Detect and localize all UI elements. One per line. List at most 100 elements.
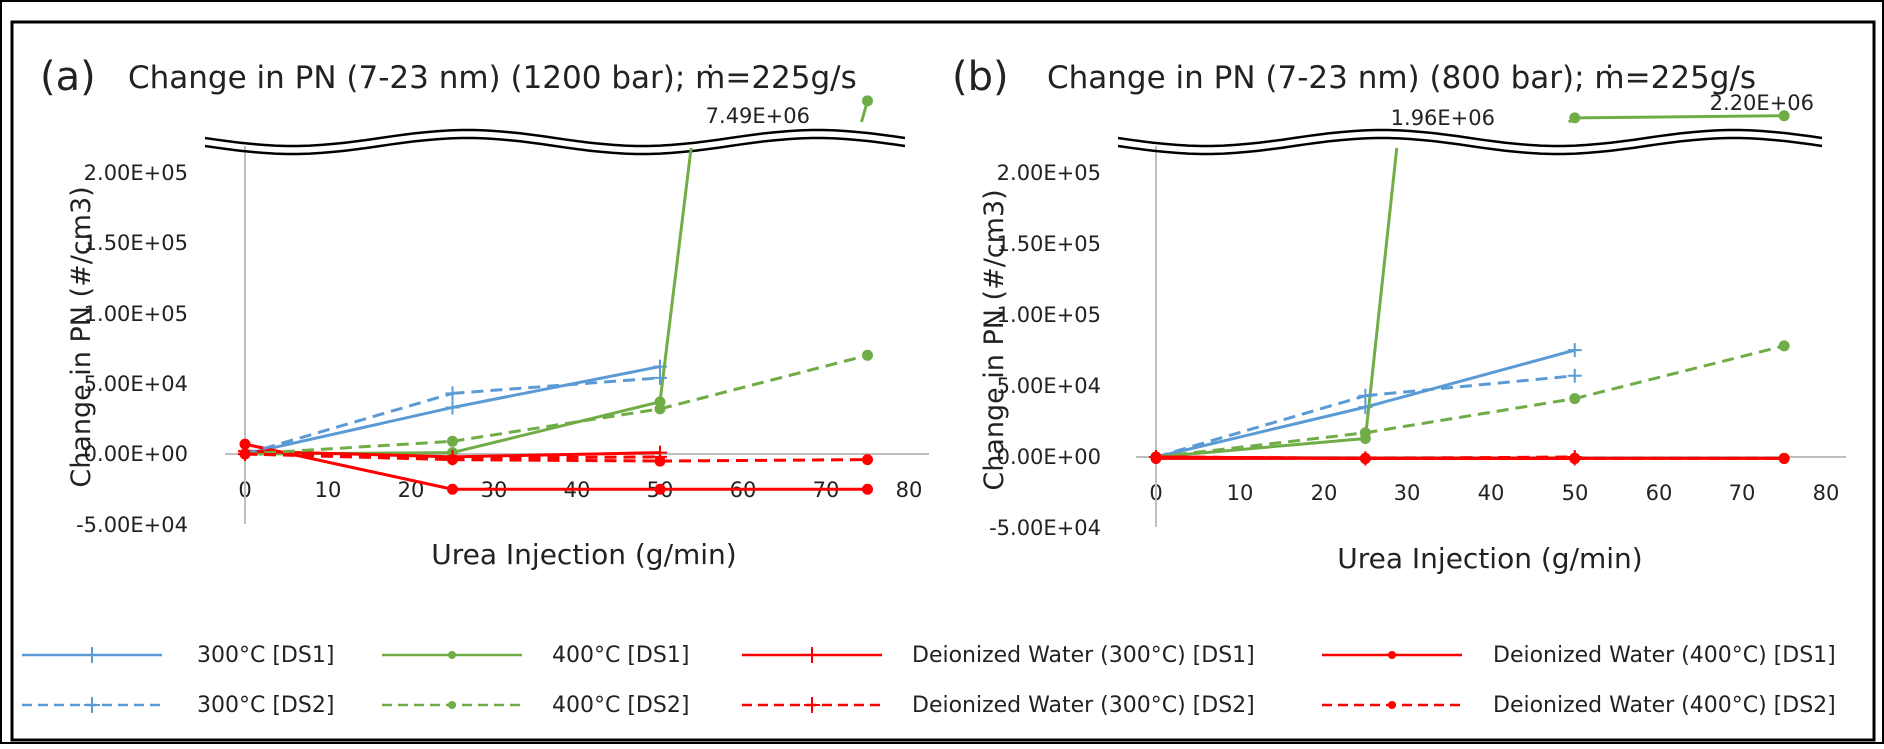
- series-segment: [1155, 436, 1366, 459]
- panel-b: (b) Change in PN (7-23 nm) (800 bar); ṁ=…: [952, 54, 1839, 575]
- panel-b-break-label-2: 2.20E+06: [1710, 91, 1814, 115]
- panel-b-xtick: 60: [1646, 481, 1673, 505]
- legend-label: 400°C [DS1]: [552, 643, 689, 668]
- panel-b-title: Change in PN (7-23 nm) (800 bar); ṁ=225g…: [1047, 60, 1756, 96]
- data-point: [1567, 368, 1582, 383]
- inner-border: [10, 20, 1876, 742]
- data-point: [447, 483, 458, 495]
- panel-a-title: Change in PN (7-23 nm) (1200 bar); ṁ=225…: [128, 60, 857, 96]
- data-point: [1358, 388, 1373, 403]
- series-segment: [452, 455, 661, 460]
- series-segment: [1574, 114, 1785, 120]
- panel-a: (a) Change in PN (7-23 nm) (1200 bar); ṁ…: [40, 54, 922, 571]
- panel-b-ytick: -5.00E+04: [989, 516, 1101, 540]
- series-segment: [659, 458, 868, 463]
- panel-b-xtick: 10: [1227, 481, 1254, 505]
- panel-b-ytick: 0.00E+00: [997, 445, 1101, 469]
- series-segment: [452, 458, 661, 463]
- legend-label: 400°C [DS2]: [552, 693, 689, 718]
- data-point: [1569, 393, 1581, 405]
- series-segment: [244, 452, 453, 462]
- data-point: [1569, 452, 1581, 464]
- series-segment: [1155, 431, 1366, 459]
- legend-swatch-marker: [448, 651, 456, 659]
- series-segment: [244, 439, 453, 456]
- legend-swatch-marker: [84, 697, 100, 713]
- data-point: [862, 95, 873, 107]
- panel-a-ytick: 0.00E+00: [84, 442, 188, 466]
- panel-a-xlabel: Urea Injection (g/min): [431, 538, 736, 571]
- legend-swatch-marker: [1388, 701, 1396, 709]
- legend-label: Deionized Water (400°C) [DS2]: [1493, 693, 1836, 718]
- series-segment: [659, 353, 868, 411]
- series-segment: [1363, 147, 1399, 439]
- series-segment: [244, 406, 453, 456]
- panel-a-break-label: 7.49E+06: [706, 104, 810, 128]
- series-segment: [452, 451, 661, 459]
- series-4: [239, 438, 873, 495]
- legend: 300°C [DS1] 400°C [DS1] Deionized Water …: [197, 643, 1836, 718]
- series-segment: [1155, 405, 1366, 459]
- data-point: [447, 454, 458, 466]
- data-point: [445, 386, 460, 401]
- panel-a-label: (a): [40, 54, 96, 100]
- axis-break-lower: [204, 136, 906, 156]
- legend-swatch-marker: [84, 647, 100, 663]
- panel-b-xtick: 40: [1478, 481, 1505, 505]
- panel-b-ytick: 1.50E+05: [997, 232, 1101, 256]
- panel-b-xtick: 50: [1562, 481, 1589, 505]
- panel-b-xtick: 20: [1311, 481, 1338, 505]
- series-6: [239, 349, 873, 460]
- series-segment: [1365, 374, 1575, 398]
- series-segment: [1364, 348, 1576, 409]
- series-segment: [452, 407, 661, 443]
- data-point: [239, 448, 251, 460]
- panel-a-ytick: -5.00E+04: [76, 513, 188, 537]
- series-segment: [1574, 344, 1785, 401]
- panel-b-ylabel: Change in PN (#/cm3): [979, 189, 1010, 490]
- series-5: [238, 370, 667, 461]
- series-segment: [244, 391, 453, 456]
- series-segment: [244, 442, 453, 491]
- legend-swatch-marker: [448, 701, 456, 709]
- series-segment: [1155, 394, 1366, 459]
- series-segment: [1365, 397, 1575, 435]
- panel-b-xtick: 70: [1729, 481, 1756, 505]
- panel-b-break-label-1: 1.96E+06: [1391, 106, 1495, 130]
- panel-b-xtick: 80: [1813, 481, 1840, 505]
- panel-a-ytick: 1.50E+05: [84, 231, 188, 255]
- legend-label: 300°C [DS1]: [197, 643, 334, 668]
- panel-a-ytick: 5.00E+04: [84, 372, 188, 396]
- legend-swatch-marker: [1388, 651, 1396, 659]
- data-point: [447, 435, 458, 447]
- series-segment: [658, 147, 693, 403]
- legend-label: Deionized Water (300°C) [DS1]: [912, 643, 1255, 668]
- data-point: [1150, 451, 1162, 463]
- panel-b-ytick: 1.00E+05: [997, 303, 1101, 327]
- panel-a-plot: [204, 95, 929, 524]
- legend-swatch-marker: [804, 697, 820, 713]
- panel-a-ticks: 2.00E+05 1.50E+05 1.00E+05 5.00E+04 0.00…: [76, 161, 922, 537]
- data-point: [1359, 452, 1371, 464]
- legend-label: 300°C [DS2]: [197, 693, 334, 718]
- data-point: [654, 483, 666, 495]
- panel-b-label: (b): [952, 54, 1009, 100]
- panel-b-plot: [1117, 110, 1846, 527]
- axis-break-upper: [1117, 128, 1823, 148]
- panel-b-ticks: 2.00E+05 1.50E+05 1.00E+05 5.00E+04 0.00…: [989, 161, 1839, 540]
- panel-a-xtick: 10: [315, 478, 342, 502]
- panel-a-xtick: 80: [896, 478, 923, 502]
- data-point: [1359, 427, 1371, 439]
- data-point: [862, 483, 873, 495]
- panel-b-ytick: 5.00E+04: [997, 374, 1101, 398]
- panel-b-xtick: 30: [1394, 481, 1421, 505]
- data-point: [1567, 343, 1582, 358]
- series-segment: [452, 376, 661, 395]
- legend-swatch-marker: [804, 647, 820, 663]
- data-point: [654, 455, 666, 467]
- data-point: [653, 370, 667, 385]
- data-point: [1778, 452, 1790, 464]
